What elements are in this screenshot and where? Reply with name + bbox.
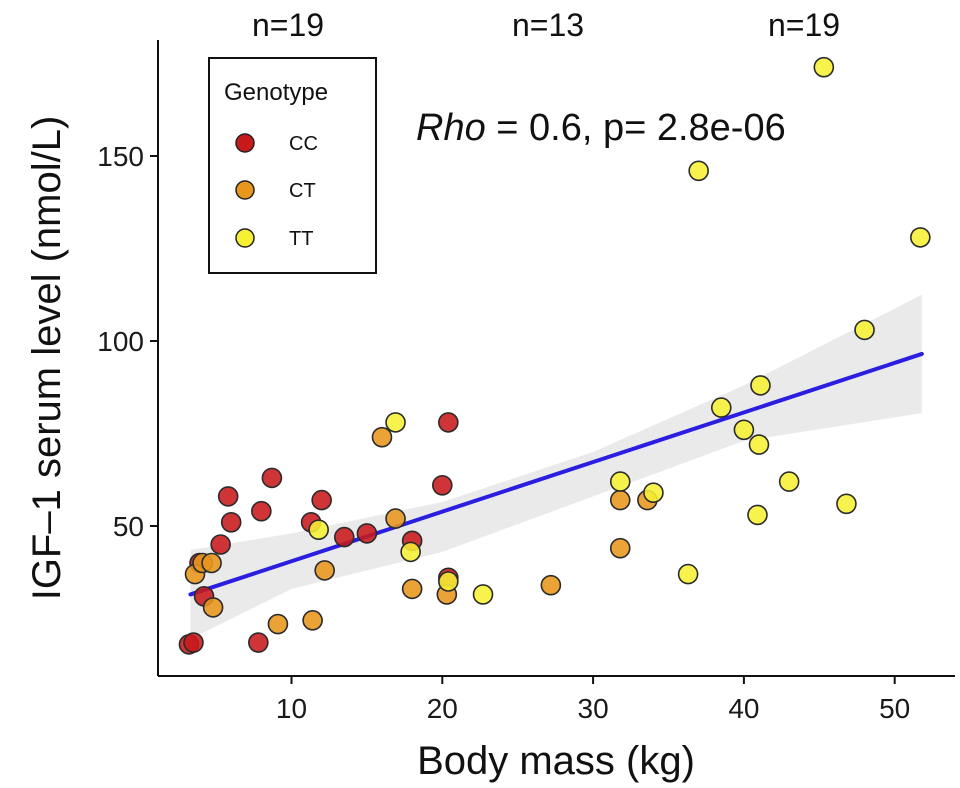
data-point-tt-3 xyxy=(438,571,459,592)
y-tick-label-150: 150 xyxy=(97,141,144,172)
legend-entry-tt: TT xyxy=(235,228,313,250)
data-point-tt-17 xyxy=(854,319,875,341)
legend-swatch-ct xyxy=(235,180,255,200)
data-point-ct-11 xyxy=(540,574,562,596)
legend-title: Genotype xyxy=(224,79,328,106)
data-point-tt-12 xyxy=(750,375,771,396)
data-point-tt-18 xyxy=(910,227,931,248)
data-point-cc-12 xyxy=(333,526,355,548)
data-point-tt-8 xyxy=(688,160,709,182)
data-point-ct-3 xyxy=(202,597,224,618)
y-tick-label-50: 50 xyxy=(113,511,144,542)
x-axis-title: Body mass (kg) xyxy=(417,739,695,783)
data-point-tt-7 xyxy=(677,563,699,585)
group-count-2: n=13 xyxy=(512,7,584,43)
data-point-cc-4 xyxy=(210,534,231,555)
data-point-cc-15 xyxy=(431,474,453,496)
regression-line xyxy=(188,351,924,597)
data-point-tt-14 xyxy=(778,471,800,492)
data-point-ct-7 xyxy=(371,426,393,448)
data-point-ct-5 xyxy=(302,610,323,631)
legend-entry-ct: CT xyxy=(235,180,316,202)
data-point-tt-5 xyxy=(609,471,631,492)
group-count-3: n=19 xyxy=(768,7,840,43)
data-point-ct-6 xyxy=(314,560,335,581)
data-point-ct-13 xyxy=(609,537,631,559)
legend-label-cc: CC xyxy=(289,133,318,155)
data-point-tt-2 xyxy=(400,541,421,563)
data-point-ct-2 xyxy=(201,552,222,574)
rho-label: Rho xyxy=(416,107,486,149)
data-point-tt-1 xyxy=(385,412,406,433)
data-points-layer xyxy=(178,56,931,655)
data-point-cc-5 xyxy=(217,486,239,507)
data-point-ct-4 xyxy=(267,613,289,635)
data-point-cc-8 xyxy=(251,500,272,522)
data-point-tt-4 xyxy=(472,584,494,605)
x-tick-label-50: 50 xyxy=(879,693,910,724)
legend-label-tt: TT xyxy=(289,228,313,250)
legend: Genotype CC CT TT xyxy=(208,57,377,274)
correlation-annotation: Rho = 0.6, p= 2.8e-06 xyxy=(416,107,786,149)
x-ticks-layer: 10 20 30 40 50 xyxy=(276,676,910,724)
data-point-tt-13 xyxy=(747,504,768,526)
data-point-cc-11 xyxy=(311,489,332,511)
x-tick-label-40: 40 xyxy=(728,693,759,724)
data-point-cc-9 xyxy=(261,467,283,489)
data-point-tt-6 xyxy=(643,482,664,504)
x-tick-label-20: 20 xyxy=(427,693,458,724)
x-tick-label-30: 30 xyxy=(578,693,609,724)
legend-box xyxy=(208,57,377,274)
y-axis-title: IGF–1 serum level (nmol/L) xyxy=(25,116,69,601)
data-point-ct-9 xyxy=(401,578,423,600)
confidence-band-layer xyxy=(190,294,922,639)
rho-stats: = 0.6, p= 2.8e-06 xyxy=(486,107,786,149)
data-point-tt-10 xyxy=(733,419,755,441)
legend-swatch-tt xyxy=(235,228,255,248)
data-point-cc-6 xyxy=(220,511,242,533)
data-point-tt-15 xyxy=(813,56,835,78)
y-tick-label-100: 100 xyxy=(97,326,144,357)
legend-swatch-cc xyxy=(235,133,255,153)
data-point-ct-8 xyxy=(385,508,406,529)
data-point-tt-0 xyxy=(308,519,329,541)
data-point-tt-9 xyxy=(710,397,732,418)
data-point-cc-1 xyxy=(183,632,204,653)
data-point-tt-11 xyxy=(748,434,770,455)
legend-label-ct: CT xyxy=(289,180,316,202)
data-point-tt-16 xyxy=(836,493,857,515)
x-tick-label-10: 10 xyxy=(276,693,307,724)
confidence-band xyxy=(190,294,922,639)
data-point-cc-16 xyxy=(438,412,459,433)
data-point-cc-7 xyxy=(248,632,269,653)
data-point-ct-12 xyxy=(609,489,631,511)
group-count-1: n=19 xyxy=(252,7,324,43)
y-ticks-layer: 50 100 150 xyxy=(97,141,158,542)
data-point-cc-13 xyxy=(356,523,378,544)
fit-line-layer xyxy=(188,351,924,597)
legend-entry-cc: CC xyxy=(235,133,318,155)
